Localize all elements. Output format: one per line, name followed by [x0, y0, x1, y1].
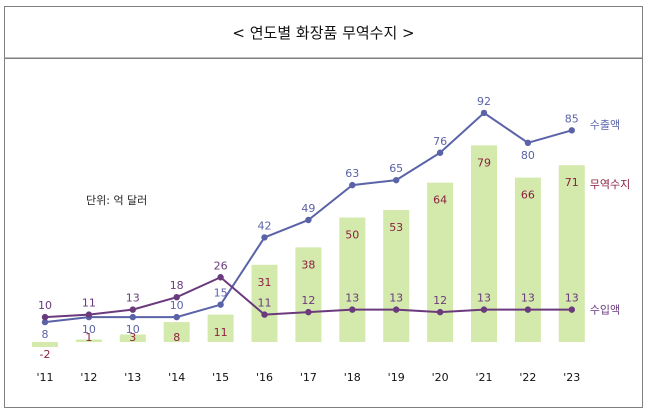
- series-point: [41, 313, 49, 321]
- trade-balance-value-label: 50: [345, 229, 359, 242]
- series-point: [41, 318, 49, 326]
- series-value-label: 11: [82, 297, 96, 310]
- trade-balance-value-label: 31: [258, 276, 272, 289]
- x-tick-label: '21: [475, 371, 492, 384]
- trade-balance-bar: [427, 182, 454, 342]
- series-point: [305, 216, 312, 224]
- trade-balance-bar: [295, 247, 322, 342]
- series-point: [568, 127, 575, 134]
- series-value-label: 8: [42, 328, 49, 341]
- series-value-label: 26: [214, 259, 228, 272]
- legend-imports: 수입액: [590, 304, 620, 317]
- legend-exports: 수출액: [590, 118, 620, 131]
- series-value-label: 12: [433, 294, 447, 307]
- x-tick-label: '18: [344, 371, 361, 384]
- series-point: [305, 308, 312, 316]
- series-point: [85, 311, 93, 318]
- series-point: [217, 274, 224, 281]
- x-tick-label: '11: [36, 371, 53, 384]
- series-value-label: 13: [521, 292, 535, 305]
- series-point: [568, 306, 575, 313]
- trade-balance-bar: [163, 322, 190, 342]
- series-point: [129, 313, 136, 321]
- series-point: [173, 313, 180, 321]
- series-point: [129, 306, 136, 313]
- series-value-label: 10: [126, 323, 140, 336]
- series-point: [393, 176, 400, 184]
- x-tick-label: '12: [80, 371, 97, 384]
- x-tick-label: '15: [212, 371, 229, 384]
- series-value-label: 13: [126, 292, 140, 305]
- unit-label: 단위: 억 달러: [86, 194, 147, 207]
- series-value-label: 76: [433, 135, 447, 148]
- series-point: [480, 306, 488, 313]
- trade-balance-value-label: 8: [173, 331, 180, 344]
- series-value-label: 13: [477, 292, 491, 305]
- trade-balance-bar: [514, 177, 541, 342]
- trade-balance-value-label: 66: [521, 189, 535, 202]
- x-tick-label: '17: [300, 371, 317, 384]
- trade-balance-bar: [207, 314, 234, 342]
- x-tick-label: '22: [519, 371, 536, 384]
- series-value-label: 63: [345, 167, 359, 180]
- series-value-label: 12: [301, 294, 315, 307]
- trade-balance-bar: [558, 165, 585, 342]
- trade-balance-value-label: 38: [301, 258, 315, 271]
- series-value-label: 65: [389, 162, 403, 175]
- trade-balance-value-label: 64: [433, 194, 447, 207]
- series-value-label: 13: [345, 292, 359, 305]
- series-value-label: 13: [565, 292, 579, 305]
- series-point: [393, 306, 400, 313]
- series-point: [349, 181, 356, 189]
- series-value-label: 92: [477, 95, 491, 108]
- series-point: [261, 234, 268, 241]
- series-point: [436, 308, 444, 316]
- x-tick-label: '19: [388, 371, 405, 384]
- x-tick-label: '23: [563, 371, 580, 384]
- series-point: [524, 306, 532, 313]
- series-point: [173, 293, 180, 301]
- series-value-label: 15: [214, 287, 228, 300]
- trade-balance-bar: [119, 334, 146, 342]
- trade-balance-value-label: 71: [565, 176, 579, 189]
- series-point: [349, 306, 356, 313]
- trade-balance-value-label: 1: [85, 331, 92, 344]
- legend-trade-balance: 무역수지: [590, 178, 630, 191]
- trade-balance-value-label: 53: [389, 221, 403, 234]
- series-point: [480, 109, 488, 117]
- trade-balance-value-label: -2: [40, 348, 51, 361]
- x-tick-label: '14: [168, 371, 185, 384]
- trade-balance-value-label: 79: [477, 156, 491, 169]
- trade-balance-bar: [75, 339, 102, 342]
- series-value-label: 85: [565, 112, 579, 125]
- series-point: [524, 139, 532, 146]
- series-value-label: 13: [389, 292, 403, 305]
- series-value-label: 10: [170, 299, 184, 312]
- trade-balance-bar: [339, 217, 366, 342]
- series-value-label: 80: [521, 149, 535, 162]
- series-value-label: 18: [170, 279, 184, 292]
- trade-balance-bar: [383, 210, 410, 342]
- series-value-label: 42: [258, 219, 272, 232]
- series-value-label: 10: [82, 323, 96, 336]
- trade-balance-value-label: 3: [129, 331, 136, 344]
- series-point: [261, 311, 268, 318]
- series-value-label: 49: [301, 202, 315, 215]
- x-tick-label: '20: [432, 371, 449, 384]
- trade-balance-bar: [251, 264, 278, 342]
- x-tick-label: '13: [124, 371, 141, 384]
- trade-balance-value-label: 11: [214, 326, 228, 339]
- series-value-label: 10: [38, 299, 52, 312]
- series-point: [217, 301, 224, 308]
- series-value-label: 11: [258, 297, 272, 310]
- series-point: [436, 149, 444, 156]
- trade-balance-bar: [32, 342, 58, 347]
- x-tick-label: '16: [256, 371, 273, 384]
